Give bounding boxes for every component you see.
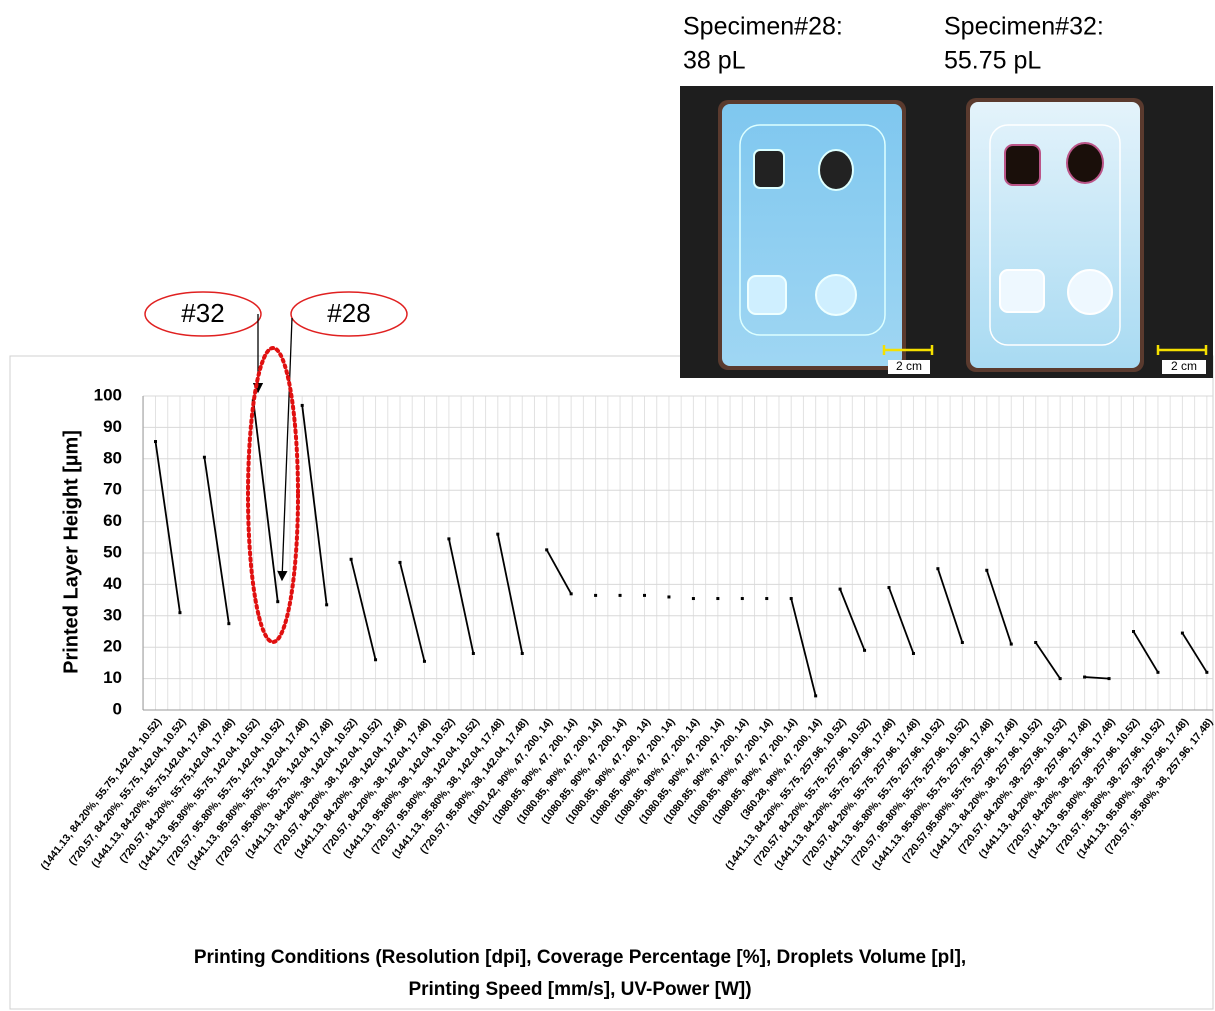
data-line — [203, 457, 230, 624]
annotation-bubble — [290, 291, 408, 337]
data-point — [789, 597, 793, 601]
chart-frame — [9, 355, 1214, 1010]
data-point — [985, 568, 989, 572]
data-point — [422, 659, 426, 663]
data-point — [716, 597, 720, 601]
highlight-ellipse — [246, 346, 300, 644]
data-point — [838, 587, 842, 591]
data-point — [227, 622, 231, 626]
data-point — [1205, 670, 1209, 674]
data-point — [276, 600, 280, 604]
scale-bar-label: 2 cm — [1171, 359, 1197, 373]
data-line — [154, 441, 181, 613]
data-point — [1009, 642, 1013, 646]
data-line — [790, 598, 817, 697]
data-point — [691, 597, 695, 601]
data-point — [349, 557, 353, 561]
data-line — [496, 533, 524, 654]
y-tick-label: 30 — [103, 605, 122, 624]
data-point — [765, 597, 769, 601]
y-axis-title: Printed Layer Height [µm] — [60, 430, 82, 674]
photo-label: 38 pL — [683, 47, 746, 75]
data-point — [740, 597, 744, 601]
data-point — [154, 440, 157, 444]
y-tick-label: 20 — [103, 637, 122, 656]
data-point — [1083, 675, 1087, 679]
data-line — [399, 562, 426, 662]
arrow — [277, 317, 293, 582]
y-tick-label: 100 — [94, 385, 122, 404]
annotation: #28 — [327, 298, 370, 328]
data-point — [471, 651, 475, 655]
data-point — [887, 586, 891, 590]
y-tick-label: 70 — [103, 480, 122, 499]
scale-bar-label: 2 cm — [896, 359, 922, 373]
photo-label: Specimen#32: — [944, 13, 1104, 41]
data-line — [350, 559, 377, 660]
data-line — [985, 569, 1013, 645]
data-point — [202, 455, 206, 459]
data-point — [178, 611, 182, 615]
data-line — [301, 405, 328, 605]
data-line — [545, 549, 572, 595]
data-line — [448, 538, 475, 654]
data-line — [252, 400, 279, 602]
y-tick-label: 80 — [103, 448, 122, 467]
data-line — [839, 588, 866, 651]
data-point — [618, 593, 622, 597]
data-line — [1084, 676, 1110, 680]
y-tick-label: 50 — [103, 542, 122, 561]
data-point — [1034, 640, 1038, 644]
y-tick-label: 40 — [103, 574, 122, 593]
data-point — [325, 603, 329, 607]
y-tick-label: 90 — [103, 417, 122, 436]
data-point — [863, 648, 867, 652]
data-point — [520, 651, 524, 655]
y-tick-label: 10 — [103, 668, 122, 687]
data-point — [911, 651, 915, 655]
x-axis-title: Printing Speed [mm/s], UV-Power [W]) — [408, 979, 751, 1000]
data-point — [594, 593, 598, 597]
data-point — [569, 592, 573, 596]
data-point — [398, 560, 402, 564]
data-point — [374, 658, 378, 662]
data-point — [643, 593, 646, 597]
data-line — [937, 568, 964, 643]
x-axis-title: Printing Conditions (Resolution [dpi], C… — [194, 947, 966, 968]
photo-label: Specimen#28: — [683, 13, 843, 41]
data-point — [960, 640, 964, 644]
data-point — [1107, 677, 1111, 681]
data-point — [1156, 670, 1160, 674]
data-point — [667, 595, 671, 599]
data-point — [300, 403, 304, 407]
data-point — [1180, 631, 1184, 635]
data-point — [1132, 630, 1135, 633]
y-tick-label: 60 — [103, 511, 122, 530]
data-line — [1132, 631, 1159, 673]
data-line — [888, 587, 915, 654]
data-point — [936, 567, 940, 571]
data-point — [496, 532, 500, 536]
data-point — [545, 548, 549, 552]
data-point — [1058, 677, 1062, 681]
data-point — [447, 537, 451, 541]
data-line — [1181, 632, 1208, 673]
annotation: #32 — [181, 298, 224, 328]
data-point — [814, 694, 818, 698]
data-line — [1034, 641, 1061, 680]
y-tick-label: 0 — [113, 699, 122, 718]
photo-label: 55.75 pL — [944, 47, 1041, 75]
annotation-bubble — [144, 291, 262, 337]
photo — [680, 86, 1213, 378]
